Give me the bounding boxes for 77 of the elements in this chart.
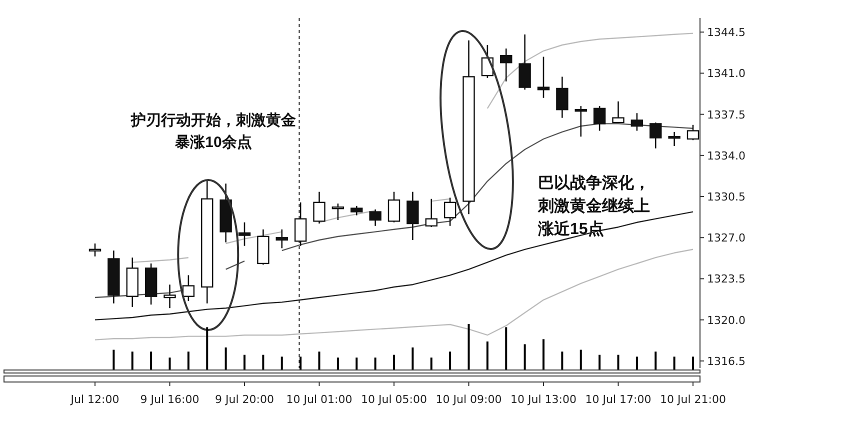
bar — [131, 352, 134, 370]
bar — [580, 350, 582, 370]
candlestick — [388, 191, 400, 224]
bar — [673, 356, 676, 370]
bar — [468, 324, 470, 370]
candlestick — [276, 228, 288, 249]
bar — [168, 358, 171, 370]
candlestick — [444, 197, 456, 227]
bar — [449, 352, 452, 370]
candlestick — [350, 205, 363, 216]
bar — [187, 352, 190, 370]
bar — [244, 354, 246, 370]
candlestick — [518, 34, 531, 90]
y-tick-label: 1344.5 — [707, 26, 746, 40]
bar — [617, 354, 620, 370]
candlestick — [612, 100, 624, 124]
bar — [486, 341, 488, 370]
bar — [224, 347, 227, 370]
bar — [636, 356, 638, 370]
bar — [300, 356, 302, 370]
y-tick-label: 1337.5 — [707, 108, 746, 122]
bar — [280, 356, 283, 370]
x-tick-label: 10 Jul 05:00 — [361, 393, 427, 406]
bar — [112, 350, 115, 370]
bar — [654, 352, 657, 370]
bar — [374, 358, 376, 370]
candlestick — [238, 222, 251, 246]
bar — [336, 358, 339, 370]
candlestick — [425, 198, 438, 228]
bar — [356, 358, 358, 370]
candlestick — [537, 56, 550, 99]
line-series — [94, 248, 694, 340]
bar — [318, 352, 320, 370]
y-tick-label: 1327.0 — [707, 232, 746, 245]
x-tick-label: 10 Jul 21:00 — [660, 393, 726, 406]
bar — [542, 339, 544, 370]
candlestick — [406, 191, 419, 241]
x-tick-label: 10 Jul 01:00 — [286, 393, 352, 406]
y-tick-label: 1334.0 — [707, 149, 746, 162]
candlestick — [332, 202, 344, 221]
x-tick-label: 10 Jul 13:00 — [510, 393, 576, 406]
bar — [262, 354, 264, 370]
bar — [150, 352, 152, 370]
candlestick — [650, 122, 662, 150]
candlestick — [574, 105, 587, 138]
bar — [524, 344, 526, 370]
candlestick — [593, 105, 606, 132]
x-tick-label: Jul 12:00 — [70, 393, 120, 406]
candlestick — [182, 274, 195, 302]
x-tick-label: 10 Jul 17:00 — [585, 393, 652, 406]
bar — [393, 354, 395, 370]
x-tick-label: 9 Jul 20:00 — [215, 393, 274, 406]
y-tick-label: 1323.5 — [707, 272, 746, 286]
annotation: 护刃行动开始，刺激黄金暴涨10余点 — [130, 111, 297, 153]
candlestick — [369, 208, 382, 227]
bar — [598, 354, 601, 370]
candlestick — [313, 191, 326, 224]
bar — [412, 347, 414, 370]
x-tick-label: 10 Jul 09:00 — [436, 393, 502, 406]
y-tick-label: 1330.5 — [707, 190, 746, 204]
bar — [505, 327, 508, 370]
y-tick-label: 1341.0 — [707, 67, 746, 80]
candlestick — [556, 76, 568, 118]
candlestick — [668, 131, 680, 147]
y-tick-label: 1320.0 — [707, 314, 746, 327]
bar — [692, 356, 694, 370]
candlestick — [88, 242, 102, 258]
candlestick — [630, 112, 644, 132]
candlestick — [686, 124, 700, 141]
candlestick — [164, 284, 176, 309]
bar — [430, 358, 432, 370]
bar — [561, 352, 564, 370]
candlestick — [500, 48, 512, 82]
bar — [206, 327, 208, 370]
x-tick-label: 9 Jul 16:00 — [140, 393, 200, 406]
y-tick-label: 1316.5 — [707, 354, 746, 368]
candlestick — [294, 202, 307, 246]
